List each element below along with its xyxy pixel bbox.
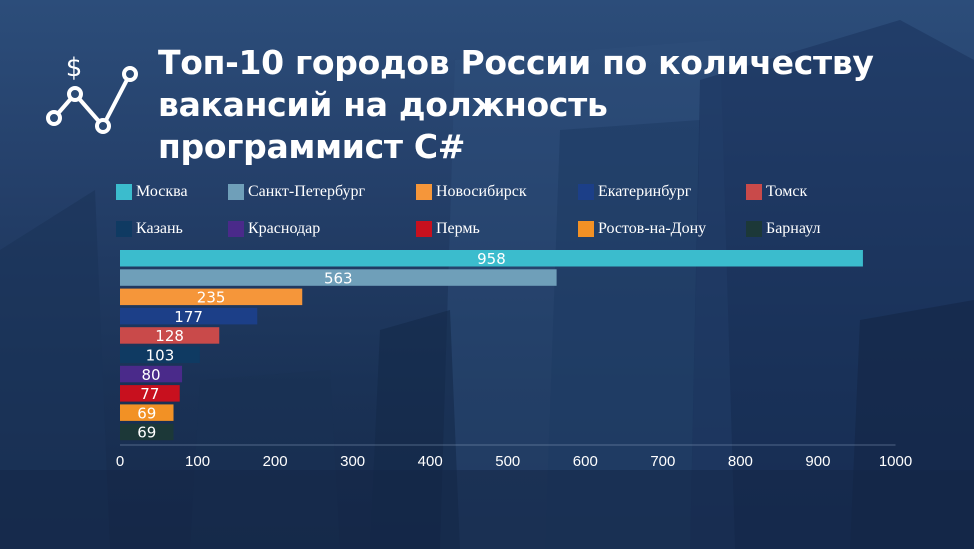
bar-value-label: 69: [137, 424, 156, 442]
x-tick-label: 500: [495, 453, 520, 470]
legend-item: Санкт-Петербург: [228, 182, 365, 202]
x-tick-label: 600: [573, 453, 598, 470]
chart-legend: Москва Санкт-Петербург Новосибирск Екатерин…: [116, 180, 876, 246]
x-tick-label: 200: [263, 453, 288, 470]
x-tick-label: 0: [116, 453, 124, 470]
bar-value-label: 69: [137, 404, 156, 422]
title-line-3: программист С#: [158, 127, 466, 166]
legend-item: Ростов-на-Дону: [578, 219, 706, 239]
legend-swatch: [578, 184, 594, 200]
bar: [120, 404, 174, 421]
bar: [120, 346, 200, 363]
legend-label: Новосибирск: [436, 183, 527, 200]
bar: [120, 250, 863, 267]
x-tick-label: 1000: [879, 453, 912, 470]
legend-swatch: [416, 221, 432, 237]
legend-item: Томск: [746, 182, 807, 202]
x-tick-label: 800: [728, 453, 753, 470]
legend-label: Барнаул: [766, 220, 821, 237]
svg-text:$: $: [66, 53, 83, 83]
legend-item: Барнаул: [746, 219, 820, 239]
title-line-2: вакансий на должность: [158, 85, 608, 124]
legend-label: Екатеринбург: [598, 183, 692, 200]
legend-item: Москва: [116, 182, 188, 202]
legend-item: Новосибирск: [416, 182, 527, 202]
bar-value-label: 958: [477, 250, 506, 268]
bar: [120, 327, 220, 344]
legend-swatch: [228, 184, 244, 200]
legend-swatch: [228, 221, 244, 237]
legend-item: Пермь: [416, 219, 480, 239]
bar-value-label: 128: [155, 327, 184, 345]
bar: [120, 269, 557, 286]
legend-label: Ростов-на-Дону: [598, 220, 707, 237]
legend-item: Казань: [116, 219, 183, 239]
legend-label: Казань: [136, 220, 183, 237]
x-tick-label: 700: [650, 453, 675, 470]
legend-label: Санкт-Петербург: [248, 183, 366, 200]
chart-title: Топ-10 городов России по количеству вака…: [158, 42, 918, 168]
legend-item: Екатеринбург: [578, 182, 691, 202]
legend-swatch: [578, 221, 594, 237]
legend-swatch: [746, 184, 762, 200]
legend-swatch: [116, 184, 132, 200]
bar-value-label: 177: [174, 308, 203, 326]
title-line-1: Топ-10 городов России по количеству: [158, 43, 874, 82]
bar: [120, 288, 303, 306]
legend-label: Москва: [136, 183, 188, 200]
legend-label: Томск: [766, 183, 808, 200]
bar-value-label: 77: [140, 385, 159, 403]
bar-value-label: 80: [141, 366, 160, 384]
bar-value-label: 563: [324, 269, 353, 287]
x-tick-label: 300: [340, 453, 365, 470]
legend-swatch: [116, 221, 132, 237]
bar: [120, 365, 183, 383]
legend-label: Краснодар: [248, 220, 321, 237]
x-tick-label: 900: [805, 453, 830, 470]
bar-value-label: 103: [146, 347, 175, 365]
bar: [120, 385, 180, 402]
legend-item: Краснодар: [228, 219, 320, 239]
legend-label: Пермь: [436, 220, 480, 237]
legend-swatch: [416, 184, 432, 200]
x-tick-label: 100: [185, 453, 210, 470]
legend-swatch: [746, 221, 762, 237]
bar-value-label: 235: [197, 289, 226, 307]
bar: [120, 307, 258, 325]
bar: [120, 423, 174, 441]
x-tick-label: 400: [418, 453, 443, 470]
dollar-growth-chart-icon: $: [46, 53, 138, 134]
